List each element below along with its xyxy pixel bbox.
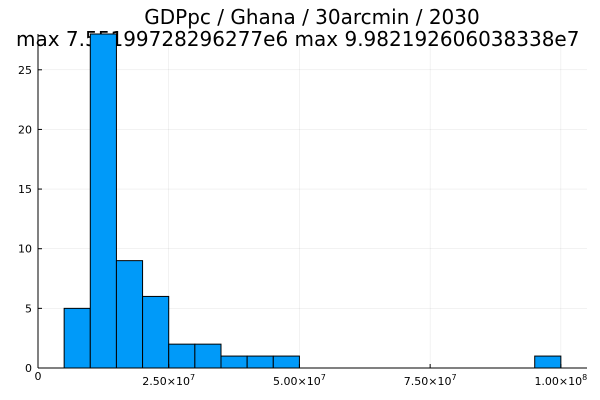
axes [37,34,587,369]
x-tick-label: 0 [35,370,42,383]
chart-title: GDPpc / Ghana / 30arcmin / 2030 [144,5,479,29]
y-tick-label: 25 [18,64,32,77]
y-tick-label: 0 [25,362,32,375]
histogram-bar [220,355,248,369]
grid-lines [37,34,587,369]
histogram-bar [168,343,196,369]
y-tick-label: 20 [18,123,32,136]
histogram-bar [115,260,144,369]
histogram-bar [194,343,222,369]
histogram-bar [142,295,170,369]
y-tick-label: 5 [25,302,32,315]
histogram-bar [246,355,274,369]
histogram-bar [534,355,562,369]
y-tick-label: 15 [18,183,32,196]
y-tick-label: 10 [18,243,32,256]
x-tick-label: 7.50×107 [404,373,457,388]
x-tick-label: 1.00×108 [534,373,587,388]
tick-labels: 0 5 10 15 20 25 0 2.50×107 5.00×107 7.50×107 1.00×… [18,64,587,388]
histogram-bar [89,33,117,369]
histogram-bars [63,33,562,369]
x-tick-label: 5.00×107 [273,373,326,388]
histogram-bar [272,355,300,369]
histogram-bar [63,307,91,369]
x-tick-label: 2.50×107 [142,373,195,388]
